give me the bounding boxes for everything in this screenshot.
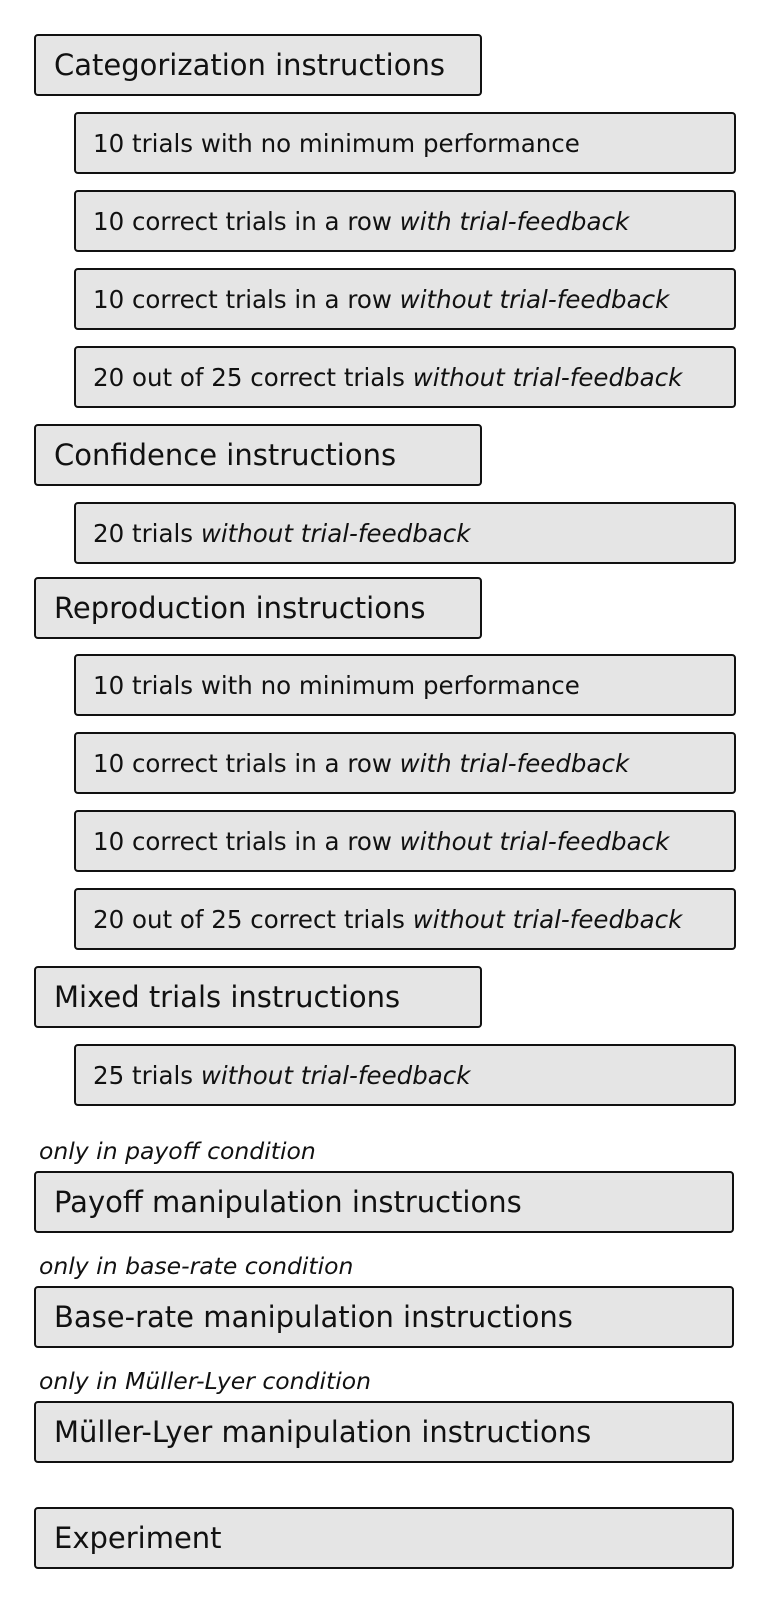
step-text: 10 correct trials in a row (93, 206, 400, 236)
step-text-italic: with trial-feedback (399, 206, 630, 236)
muller-lyer-manipulation-box: Müller-Lyer manipulation instructions (34, 1401, 734, 1463)
categorization-instructions-box: Categorization instructions (34, 34, 482, 96)
categorization-step-4: 20 out of 25 correct trials without tria… (74, 346, 736, 408)
reproduction-instructions-title: Reproduction instructions (54, 591, 426, 625)
mixed-trials-instructions-box: Mixed trials instructions (34, 966, 482, 1028)
mixed-trials-instructions-title: Mixed trials instructions (54, 980, 401, 1014)
muller-lyer-manipulation-title: Müller-Lyer manipulation instructions (54, 1415, 592, 1449)
categorization-instructions-title: Categorization instructions (54, 48, 445, 82)
confidence-instructions-box: Confidence instructions (34, 424, 482, 486)
step-text: 20 trials (93, 518, 201, 548)
reproduction-step-2: 10 correct trials in a row with trial-fe… (74, 732, 736, 794)
step-text: 25 trials (93, 1060, 201, 1090)
base-rate-condition-note: only in base-rate condition (39, 1252, 354, 1280)
step-text: 10 correct trials in a row (93, 748, 400, 778)
step-text: 10 trials with no minimum performance (93, 670, 580, 700)
experiment-box: Experiment (34, 1507, 734, 1569)
step-text: 10 correct trials in a row (93, 284, 400, 314)
confidence-instructions-title: Confidence instructions (54, 438, 397, 472)
step-text-italic: without trial-feedback (412, 904, 683, 934)
reproduction-instructions-box: Reproduction instructions (34, 577, 482, 639)
categorization-step-3: 10 correct trials in a row without trial… (74, 268, 736, 330)
payoff-manipulation-title: Payoff manipulation instructions (54, 1185, 522, 1219)
step-text: 10 trials with no minimum performance (93, 128, 580, 158)
mixed-trials-step-1: 25 trials without trial-feedback (74, 1044, 736, 1106)
reproduction-step-3: 10 correct trials in a row without trial… (74, 810, 736, 872)
payoff-manipulation-box: Payoff manipulation instructions (34, 1171, 734, 1233)
step-text-italic: with trial-feedback (399, 748, 630, 778)
reproduction-step-4: 20 out of 25 correct trials without tria… (74, 888, 736, 950)
step-text-italic: without trial-feedback (399, 826, 670, 856)
payoff-condition-note: only in payoff condition (39, 1137, 316, 1165)
step-text: 20 out of 25 correct trials (93, 904, 413, 934)
base-rate-manipulation-box: Base-rate manipulation instructions (34, 1286, 734, 1348)
reproduction-step-1: 10 trials with no minimum performance (74, 654, 736, 716)
base-rate-manipulation-title: Base-rate manipulation instructions (54, 1300, 573, 1334)
categorization-step-2: 10 correct trials in a row with trial-fe… (74, 190, 736, 252)
experiment-title: Experiment (54, 1521, 222, 1555)
step-text-italic: without trial-feedback (200, 518, 471, 548)
step-text: 10 correct trials in a row (93, 826, 400, 856)
categorization-step-1: 10 trials with no minimum performance (74, 112, 736, 174)
step-text-italic: without trial-feedback (200, 1060, 471, 1090)
muller-lyer-condition-note: only in Müller-Lyer condition (39, 1367, 372, 1395)
step-text-italic: without trial-feedback (412, 362, 683, 392)
confidence-step-1: 20 trials without trial-feedback (74, 502, 736, 564)
step-text-italic: without trial-feedback (399, 284, 670, 314)
step-text: 20 out of 25 correct trials (93, 362, 413, 392)
